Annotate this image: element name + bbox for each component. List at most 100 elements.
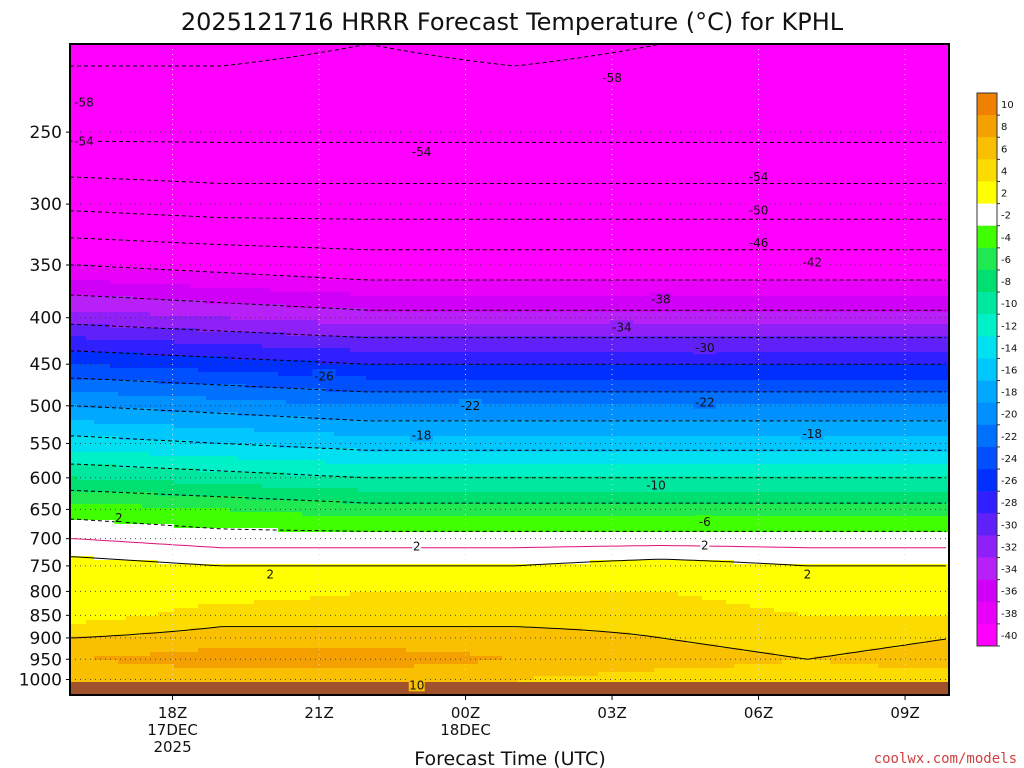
field-cell	[86, 420, 95, 425]
field-cell	[294, 304, 303, 309]
field-cell	[270, 56, 279, 61]
field-cell	[254, 392, 263, 397]
field-cell	[86, 356, 95, 361]
field-cell	[102, 620, 111, 625]
field-cell	[158, 624, 167, 629]
field-cell	[294, 132, 303, 137]
field-cell	[206, 280, 215, 285]
field-cell	[134, 184, 143, 189]
field-cell	[286, 552, 295, 557]
field-cell	[198, 436, 207, 441]
field-cell	[134, 284, 143, 289]
field-cell	[230, 84, 239, 89]
field-cell	[110, 256, 119, 261]
field-cell	[78, 480, 87, 485]
field-cell	[86, 220, 95, 225]
field-cell	[246, 632, 255, 637]
field-cell	[254, 208, 263, 213]
field-cell	[174, 584, 183, 589]
field-cell	[78, 648, 87, 653]
field-cell	[158, 324, 167, 329]
field-cell	[262, 484, 271, 489]
field-cell	[110, 60, 119, 65]
field-cell	[78, 160, 87, 165]
field-cell	[118, 84, 127, 89]
field-cell	[174, 404, 183, 409]
field-cell	[238, 464, 247, 469]
field-cell	[94, 624, 103, 629]
field-cell	[278, 580, 287, 585]
field-cell	[238, 572, 247, 577]
field-cell	[198, 80, 207, 85]
field-cell	[222, 208, 231, 213]
field-cell	[94, 312, 103, 317]
field-cell	[190, 416, 199, 421]
field-cell	[142, 156, 151, 161]
field-cell	[78, 260, 87, 265]
field-cell	[222, 556, 231, 561]
field-cell	[142, 492, 151, 497]
field-cell	[230, 104, 239, 109]
field-cell	[134, 628, 143, 633]
field-cell	[78, 612, 87, 617]
field-cell	[230, 92, 239, 97]
field-cell	[134, 596, 143, 601]
field-cell	[174, 444, 183, 449]
field-cell	[302, 100, 311, 105]
field-cell	[206, 228, 215, 233]
field-cell	[118, 584, 127, 589]
field-cell	[142, 596, 151, 601]
field-cell	[142, 116, 151, 121]
field-cell	[214, 596, 223, 601]
field-cell	[134, 600, 143, 605]
field-cell	[110, 612, 119, 617]
field-cell	[94, 616, 103, 621]
field-cell	[94, 484, 103, 489]
field-cell	[150, 368, 159, 373]
field-cell	[230, 252, 239, 257]
field-cell	[302, 248, 311, 253]
field-cell	[294, 632, 303, 637]
field-cell	[246, 456, 255, 461]
field-cell	[150, 80, 159, 85]
field-cell	[262, 212, 271, 217]
field-cell	[102, 604, 111, 609]
field-cell	[158, 336, 167, 341]
field-cell	[126, 268, 135, 273]
field-cell	[110, 92, 119, 97]
field-cell	[262, 424, 271, 429]
field-cell	[254, 244, 263, 249]
field-cell	[126, 204, 135, 209]
field-cell	[182, 292, 191, 297]
field-cell	[150, 436, 159, 441]
field-cell	[110, 484, 119, 489]
field-cell	[262, 512, 271, 517]
field-cell	[158, 512, 167, 517]
field-cell	[278, 224, 287, 229]
field-cell	[150, 656, 159, 661]
field-cell	[142, 184, 151, 189]
field-cell	[214, 96, 223, 101]
field-cell	[230, 616, 239, 621]
field-cell	[198, 312, 207, 317]
field-cell	[222, 280, 231, 285]
field-cell	[222, 44, 231, 49]
field-cell	[102, 76, 111, 81]
field-cell	[246, 292, 255, 297]
field-cell	[70, 340, 79, 345]
field-cell	[166, 260, 175, 265]
field-cell	[150, 616, 159, 621]
field-cell	[294, 64, 303, 69]
field-cell	[198, 504, 207, 509]
field-cell	[174, 376, 183, 381]
field-cell	[190, 528, 199, 533]
field-cell	[230, 668, 239, 673]
field-cell	[118, 136, 127, 141]
field-cell	[230, 160, 239, 165]
field-cell	[278, 232, 287, 237]
field-cell	[70, 460, 79, 465]
field-cell	[222, 296, 231, 301]
field-cell	[310, 136, 319, 141]
field-cell	[150, 472, 159, 477]
field-cell	[206, 572, 215, 577]
